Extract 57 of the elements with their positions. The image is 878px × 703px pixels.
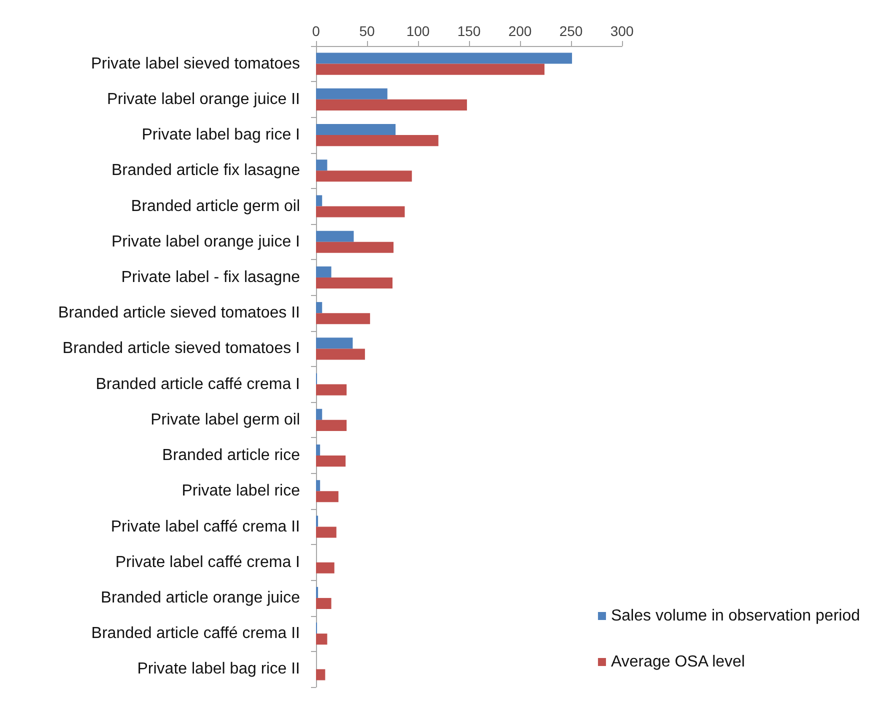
y-tick-label: Private label germ oil <box>150 411 300 428</box>
bar <box>316 266 332 278</box>
y-tick-label: Private label caffé crema II <box>110 518 300 536</box>
bar <box>316 384 347 396</box>
x-tick-label: 100 <box>406 23 430 39</box>
y-tick-label: Private label bag rice II <box>137 660 300 678</box>
bar <box>316 99 467 110</box>
bar <box>316 634 328 645</box>
bar <box>316 230 354 242</box>
bar <box>316 598 332 610</box>
bar <box>316 338 353 349</box>
bar <box>316 526 336 538</box>
bar <box>316 160 328 171</box>
x-tick-label: 150 <box>457 23 481 39</box>
y-tick-label: Branded article germ oil <box>131 198 300 215</box>
legend-label: Average OSA level <box>610 654 745 670</box>
bar <box>316 277 392 289</box>
bar <box>316 562 334 574</box>
bar <box>316 302 322 314</box>
bar <box>316 170 412 182</box>
y-tick-label: Private label bag rice I <box>142 126 300 144</box>
y-tick-label: Private label caffé crema I <box>115 554 300 571</box>
x-tick-label: 300 <box>610 23 634 39</box>
bar <box>316 669 326 680</box>
y-tick-label: Private label - fix lasagne <box>121 268 300 286</box>
x-tick-label: 200 <box>508 23 532 39</box>
bar <box>316 420 347 431</box>
bar <box>316 135 438 146</box>
bar <box>316 88 388 100</box>
y-tick-label: Branded article rice <box>162 447 300 464</box>
x-tick-label: 0 <box>312 23 320 39</box>
y-tick-label: Branded article sieved tomatoes II <box>58 304 300 322</box>
bar <box>316 206 405 218</box>
legend-label: Sales volume in observation period <box>610 608 860 624</box>
bar <box>316 456 346 467</box>
bar <box>316 408 322 420</box>
y-tick-label: Private label orange juice II <box>107 90 300 108</box>
x-tick-label: 50 <box>359 23 375 39</box>
x-tick-label: 250 <box>559 23 583 39</box>
bar <box>316 52 572 64</box>
y-tick-label: Branded article sieved tomatoes I <box>62 340 300 358</box>
y-tick-label: Branded article caffé crema I <box>96 376 300 393</box>
y-tick-label: Branded article caffé crema II <box>91 625 300 642</box>
bar <box>316 64 544 75</box>
bar <box>316 491 338 502</box>
bar <box>316 313 370 324</box>
bar <box>316 348 365 360</box>
bar <box>316 480 320 492</box>
bar <box>316 124 396 136</box>
y-tick-label: Branded article fix lasagne <box>111 162 300 180</box>
y-tick-label: Private label orange juice I <box>111 233 300 250</box>
bar <box>316 242 394 253</box>
bar <box>316 195 322 206</box>
y-tick-label: Private label sieved tomatoes <box>91 55 300 72</box>
bar <box>316 444 320 456</box>
y-tick-label: Private label rice <box>182 482 300 500</box>
y-tick-label: Branded article orange juice <box>100 589 300 606</box>
